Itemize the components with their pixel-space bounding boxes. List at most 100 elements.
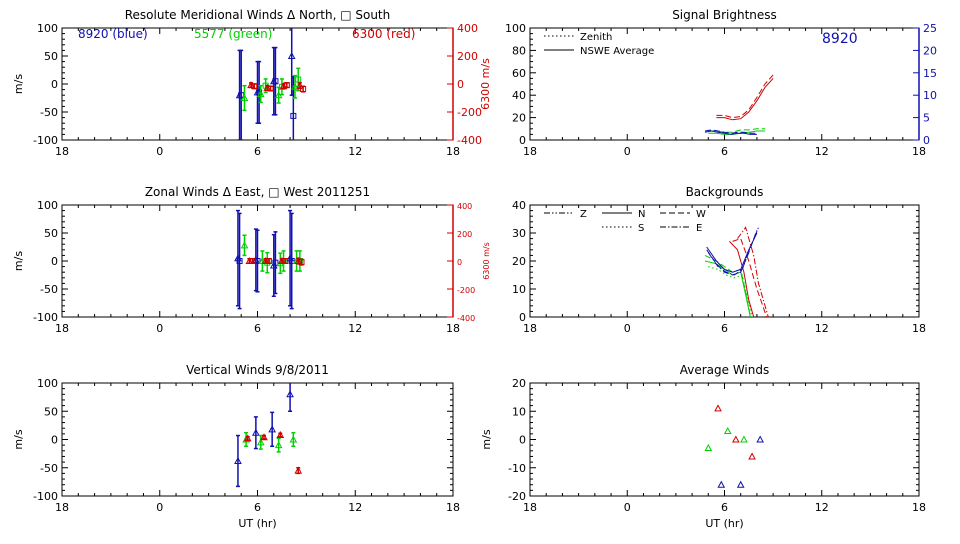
series-line-red [729, 241, 755, 317]
legend-entry: W [696, 209, 706, 220]
x-tick-label: 0 [624, 322, 631, 335]
plot-frame [529, 382, 920, 497]
data-point-triangle [289, 435, 298, 443]
x-axis-label: UT (hr) [238, 517, 276, 530]
x-tick-label: 0 [156, 501, 163, 514]
series-line-blue [706, 232, 758, 273]
y-tick-label: 50 [44, 405, 58, 418]
legend-entry: S [638, 223, 644, 234]
y-tick-label: 40 [512, 199, 526, 212]
panel-title: Signal Brightness [672, 8, 777, 22]
data-point-square [251, 83, 258, 90]
data-point-triangle [740, 435, 748, 443]
series-line-blue [706, 230, 758, 276]
series-line-red [716, 78, 774, 121]
right-tick-label: 5 [923, 112, 930, 125]
right-axis-label: 6300 m/s [482, 242, 491, 280]
y-tick-label: 10 [512, 405, 526, 418]
y-tick-label: -50 [40, 462, 58, 475]
data-point-triangle [247, 81, 255, 89]
y-tick-label: 0 [519, 311, 526, 324]
right-tick-label: -400 [457, 314, 475, 323]
y-tick-label: 10 [512, 283, 526, 296]
right-tick-label: 200 [457, 230, 472, 239]
right-tick-label: 25 [923, 22, 937, 35]
y-axis-label: m/s [12, 74, 25, 94]
right-axis-series-label: 8920 [822, 31, 858, 47]
data-point-triangle [274, 441, 283, 449]
data-point-triangle [256, 438, 265, 446]
x-tick-label: 18 [446, 145, 460, 158]
legend-entry: N [638, 209, 645, 220]
y-tick-label: 0 [519, 134, 526, 147]
legend-entry: E [696, 223, 702, 234]
x-tick-label: 18 [912, 322, 926, 335]
y-tick-label: 0 [51, 434, 58, 447]
x-tick-label: 12 [348, 322, 362, 335]
plot-area [704, 74, 774, 135]
y-axis-label: m/s [12, 251, 25, 271]
data-point-triangle [723, 426, 732, 435]
y-tick-label: 20 [512, 377, 526, 390]
x-tick-label: 18 [912, 501, 926, 514]
x-tick-label: 0 [156, 322, 163, 335]
x-tick-label: 12 [348, 501, 362, 514]
data-point-triangle [260, 433, 268, 441]
data-point-triangle [704, 443, 713, 451]
legend-entry-blue: 8920 (blue) [78, 27, 148, 41]
data-point-triangle [276, 430, 285, 438]
y-tick-label: 100 [37, 199, 58, 212]
series-line-red [737, 226, 769, 317]
y-tick-label: 20 [512, 255, 526, 268]
series-line-blue [707, 227, 759, 276]
right-tick-label: -400 [457, 134, 482, 147]
x-tick-label: 6 [721, 322, 728, 335]
x-tick-label: 18 [55, 501, 69, 514]
data-point-triangle [240, 93, 249, 101]
plot-area [234, 383, 303, 488]
right-tick-label: 200 [457, 50, 478, 63]
legend-entry-green: 5577 (green) [194, 27, 272, 41]
plot-frame [529, 204, 920, 318]
y-axis-label: m/s [12, 429, 25, 449]
series-line-red [732, 237, 768, 317]
x-tick-label: 0 [156, 145, 163, 158]
x-tick-label: 18 [523, 322, 537, 335]
data-point-square [283, 82, 290, 89]
right-tick-label: 400 [457, 22, 478, 35]
y-tick-label: -50 [40, 106, 58, 119]
y-axis-label: m/s [480, 429, 493, 449]
right-axis-label: 6300 m/s [479, 58, 492, 110]
x-tick-label: 18 [55, 145, 69, 158]
y-tick-label: 0 [51, 255, 58, 268]
x-tick-label: 12 [815, 145, 829, 158]
data-point-square [272, 78, 279, 85]
data-point-triangle [268, 425, 277, 433]
x-tick-label: 18 [912, 145, 926, 158]
data-point-triangle [286, 390, 294, 398]
panel-title: Zonal Winds Δ East, □ West 2011251 [145, 185, 370, 199]
right-tick-label: 400 [457, 202, 472, 211]
legend-entry: NSWE Average [580, 46, 654, 57]
data-point-triangle [245, 256, 254, 264]
panel-title: Vertical Winds 9/8/2011 [186, 363, 329, 377]
y-tick-label: -20 [508, 490, 526, 503]
right-tick-label: 0 [923, 134, 930, 147]
right-tick-label: 20 [923, 44, 937, 57]
data-point-triangle [294, 466, 303, 474]
y-tick-label: 80 [512, 44, 526, 57]
y-tick-label: 0 [51, 78, 58, 91]
data-point-triangle [278, 256, 286, 264]
data-point-triangle [263, 83, 272, 91]
data-point-square [236, 258, 243, 264]
data-point-square [267, 85, 274, 92]
data-point-triangle [279, 82, 288, 90]
right-tick-label: 0 [457, 258, 462, 267]
legend-entry-red: 6300 (red) [352, 27, 415, 41]
y-tick-label: 0 [519, 434, 526, 447]
